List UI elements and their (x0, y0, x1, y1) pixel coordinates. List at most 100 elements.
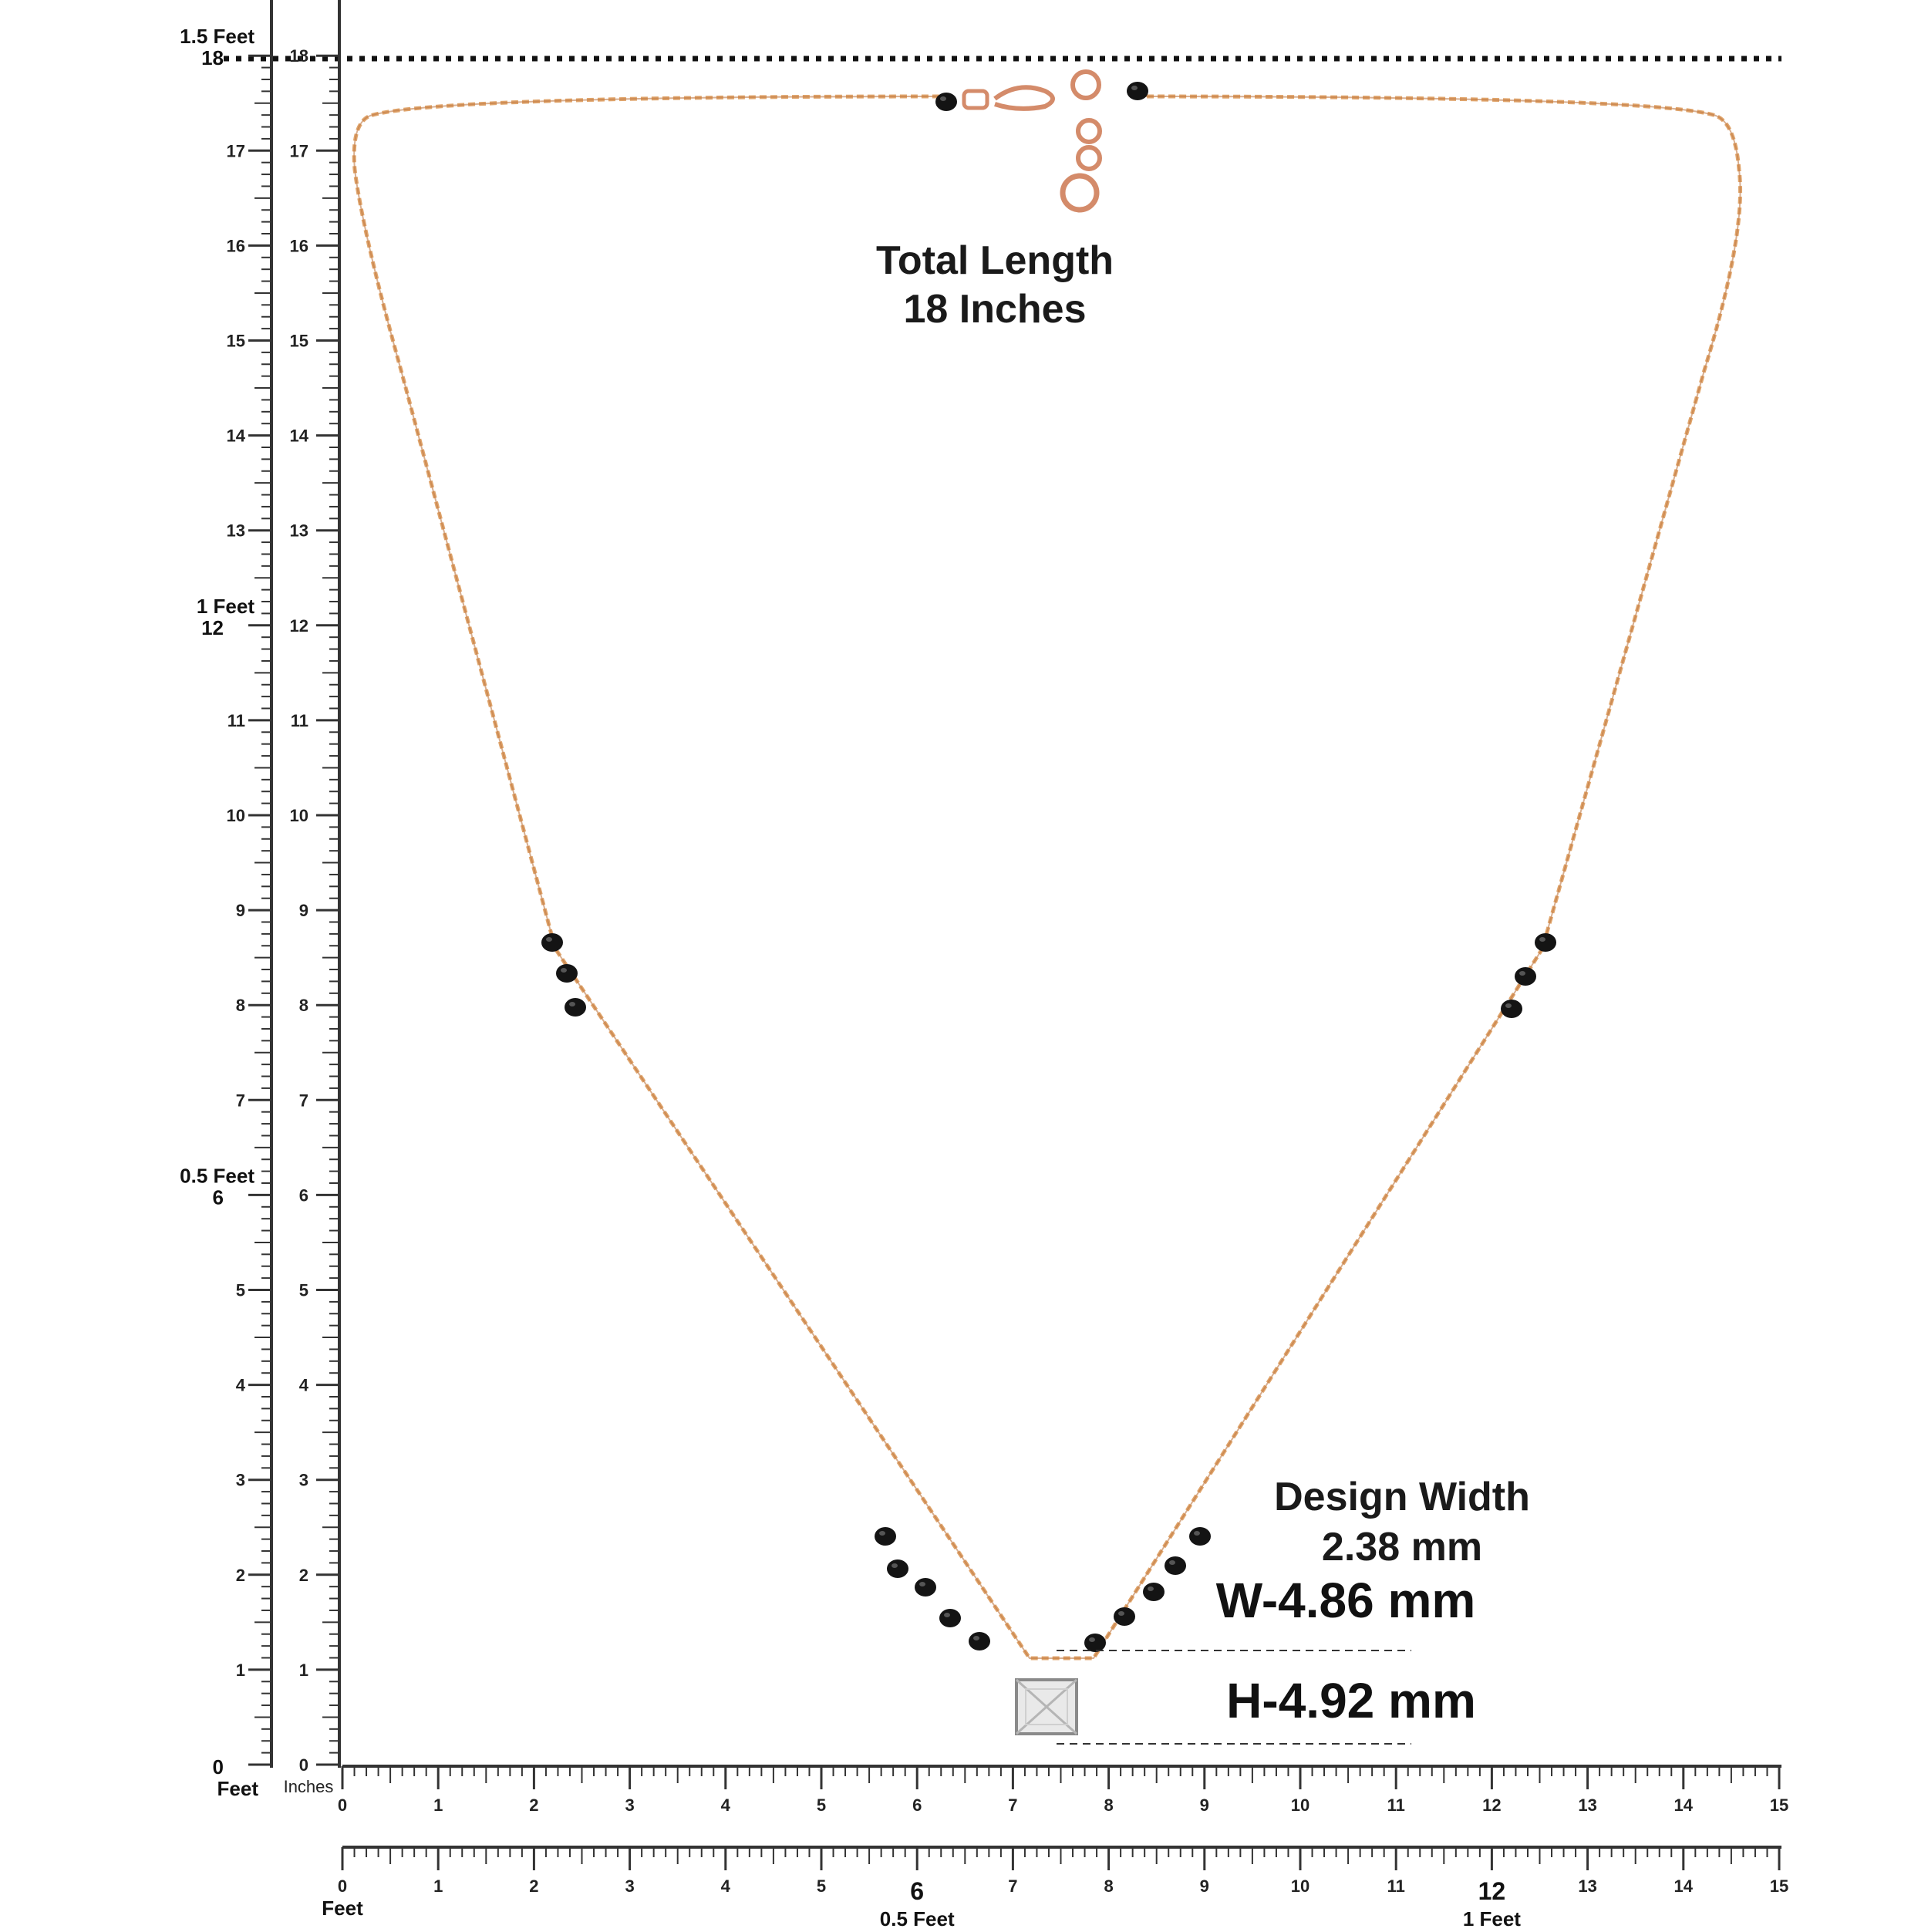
feet-ruler-inch-label: 7 (236, 1091, 245, 1110)
feet-h-ruler-label: 1 (433, 1876, 443, 1896)
black-bead (1515, 967, 1536, 986)
inches-ruler-label: 9 (299, 901, 308, 920)
bead-highlight (1505, 1003, 1512, 1008)
feet-h-ruler-label: 11 (1387, 1876, 1405, 1896)
black-bead (1165, 1556, 1186, 1575)
bead-highlight (561, 968, 567, 973)
inches-ruler-label: 14 (290, 427, 309, 446)
inches-ruler-label: 4 (299, 1376, 309, 1395)
black-bead (939, 1609, 961, 1627)
chain-shadow (353, 96, 1741, 1659)
height-dimension-label: H-4.92 mm (1226, 1673, 1476, 1728)
feet-h-ruler-label: 8 (1104, 1876, 1113, 1896)
feet-mark-label: 12 (201, 616, 224, 639)
feet-mark-caption: 1.5 Feet (180, 25, 254, 48)
inches-ruler-label: 15 (290, 332, 308, 351)
black-bead (969, 1632, 990, 1650)
black-beads (541, 82, 1556, 1652)
feet-h-ruler-label: 12 (1478, 1877, 1506, 1905)
bead-highlight (892, 1563, 898, 1568)
feet-axis-caption: Feet (217, 1777, 259, 1800)
inches-h-ruler-label: 7 (1008, 1795, 1017, 1815)
total-length-value: 18 Inches (903, 287, 1086, 332)
inches-ruler-label: 10 (290, 806, 308, 825)
feet-ruler-inch-label: 5 (236, 1281, 245, 1300)
feet-mark-caption: 1 Feet (197, 595, 254, 618)
feet-h-ruler-label: 10 (1291, 1876, 1309, 1896)
necklace (352, 69, 1743, 1735)
bead-highlight (940, 96, 946, 101)
half-foot-caption: 0.5 Feet (880, 1907, 955, 1928)
feet-ruler-inch-label: 10 (227, 806, 245, 825)
inches-ruler-label: 1 (299, 1661, 308, 1680)
horizontal-ruler: 0 1 2 3 4 5 6 7 8 9 10 11 12 13 14 150 1 2 3 4 5 6 7 8 9 10 11 12 13… (322, 1765, 1788, 1930)
feet-h-ruler-label: 7 (1008, 1876, 1017, 1896)
black-bead (1535, 933, 1556, 952)
bead-highlight (919, 1582, 925, 1586)
feet-h-axis-caption: Feet (322, 1897, 363, 1920)
inches-ruler-label: 12 (290, 616, 308, 636)
black-bead (1189, 1527, 1211, 1546)
feet-mark-caption: 0.5 Feet (180, 1164, 254, 1187)
feet-h-ruler-label: 2 (529, 1876, 538, 1896)
inches-h-ruler-label: 5 (817, 1795, 826, 1815)
bead-highlight (569, 1002, 575, 1006)
inches-h-ruler-label: 2 (529, 1795, 538, 1815)
inches-h-ruler-label: 15 (1770, 1795, 1788, 1815)
feet-ruler-inch-label: 11 (228, 711, 245, 730)
inches-h-ruler-label: 11 (1387, 1795, 1405, 1815)
bead-highlight (973, 1636, 979, 1640)
inches-h-ruler-label: 10 (1291, 1795, 1309, 1815)
bead-highlight (1169, 1560, 1175, 1565)
feet-mark-label: 0 (213, 1755, 224, 1779)
inches-ruler-label: 7 (299, 1091, 308, 1110)
inches-h-ruler-label: 3 (625, 1795, 634, 1815)
feet-ruler-inch-label: 2 (236, 1566, 245, 1585)
black-bead (556, 964, 578, 983)
princess-cut-stone-icon (1015, 1678, 1078, 1735)
inches-ruler-label: 16 (290, 236, 308, 255)
feet-ruler-inch-label: 16 (227, 236, 245, 255)
inches-h-ruler-label: 9 (1200, 1795, 1209, 1815)
bead-highlight (546, 937, 552, 942)
feet-h-ruler-label: 9 (1200, 1876, 1209, 1896)
inches-ruler-label: 18 (290, 46, 308, 66)
inches-ruler-label: 11 (291, 711, 308, 730)
width-dimension-label: W-4.86 mm (1216, 1573, 1476, 1628)
inches-ruler-label: 13 (290, 521, 308, 541)
feet-ruler-inch-label: 4 (236, 1376, 246, 1395)
total-length-title: Total Length (876, 238, 1114, 283)
black-bead (1084, 1634, 1106, 1652)
feet-h-ruler-label: 14 (1674, 1876, 1694, 1896)
inches-ruler-label: 5 (299, 1281, 308, 1300)
black-bead (541, 933, 563, 952)
feet-ruler-inch-label: 14 (227, 427, 246, 446)
bead-highlight (1148, 1586, 1154, 1591)
inches-h-ruler-label: 0 (338, 1795, 347, 1815)
inches-h-ruler-label: 14 (1674, 1795, 1694, 1815)
black-bead (1501, 1000, 1522, 1018)
feet-ruler-inch-label: 17 (227, 141, 245, 160)
feet-h-ruler-label: 6 (910, 1877, 924, 1905)
inches-ruler-label: 0 (299, 1755, 308, 1775)
feet-h-ruler-label: 15 (1770, 1876, 1788, 1896)
feet-ruler-inch-label: 13 (227, 521, 245, 541)
bead-highlight (879, 1531, 885, 1536)
design-width-title: Design Width (1274, 1475, 1530, 1519)
black-bead (565, 998, 586, 1017)
inches-h-ruler-label: 13 (1578, 1795, 1596, 1815)
feet-ruler-inch-label: 9 (236, 901, 245, 920)
black-bead (935, 93, 957, 111)
bead-highlight (1194, 1531, 1200, 1536)
one-foot-caption: 1 Feet (1463, 1907, 1521, 1928)
feet-ruler-inch-label: 3 (236, 1471, 245, 1490)
inches-h-ruler-label: 6 (912, 1795, 922, 1815)
feet-mark-label: 6 (213, 1185, 224, 1209)
bead-highlight (1539, 937, 1545, 942)
black-bead (1127, 82, 1148, 100)
lobster-clasp-icon (962, 69, 1102, 213)
bead-highlight (944, 1613, 950, 1617)
